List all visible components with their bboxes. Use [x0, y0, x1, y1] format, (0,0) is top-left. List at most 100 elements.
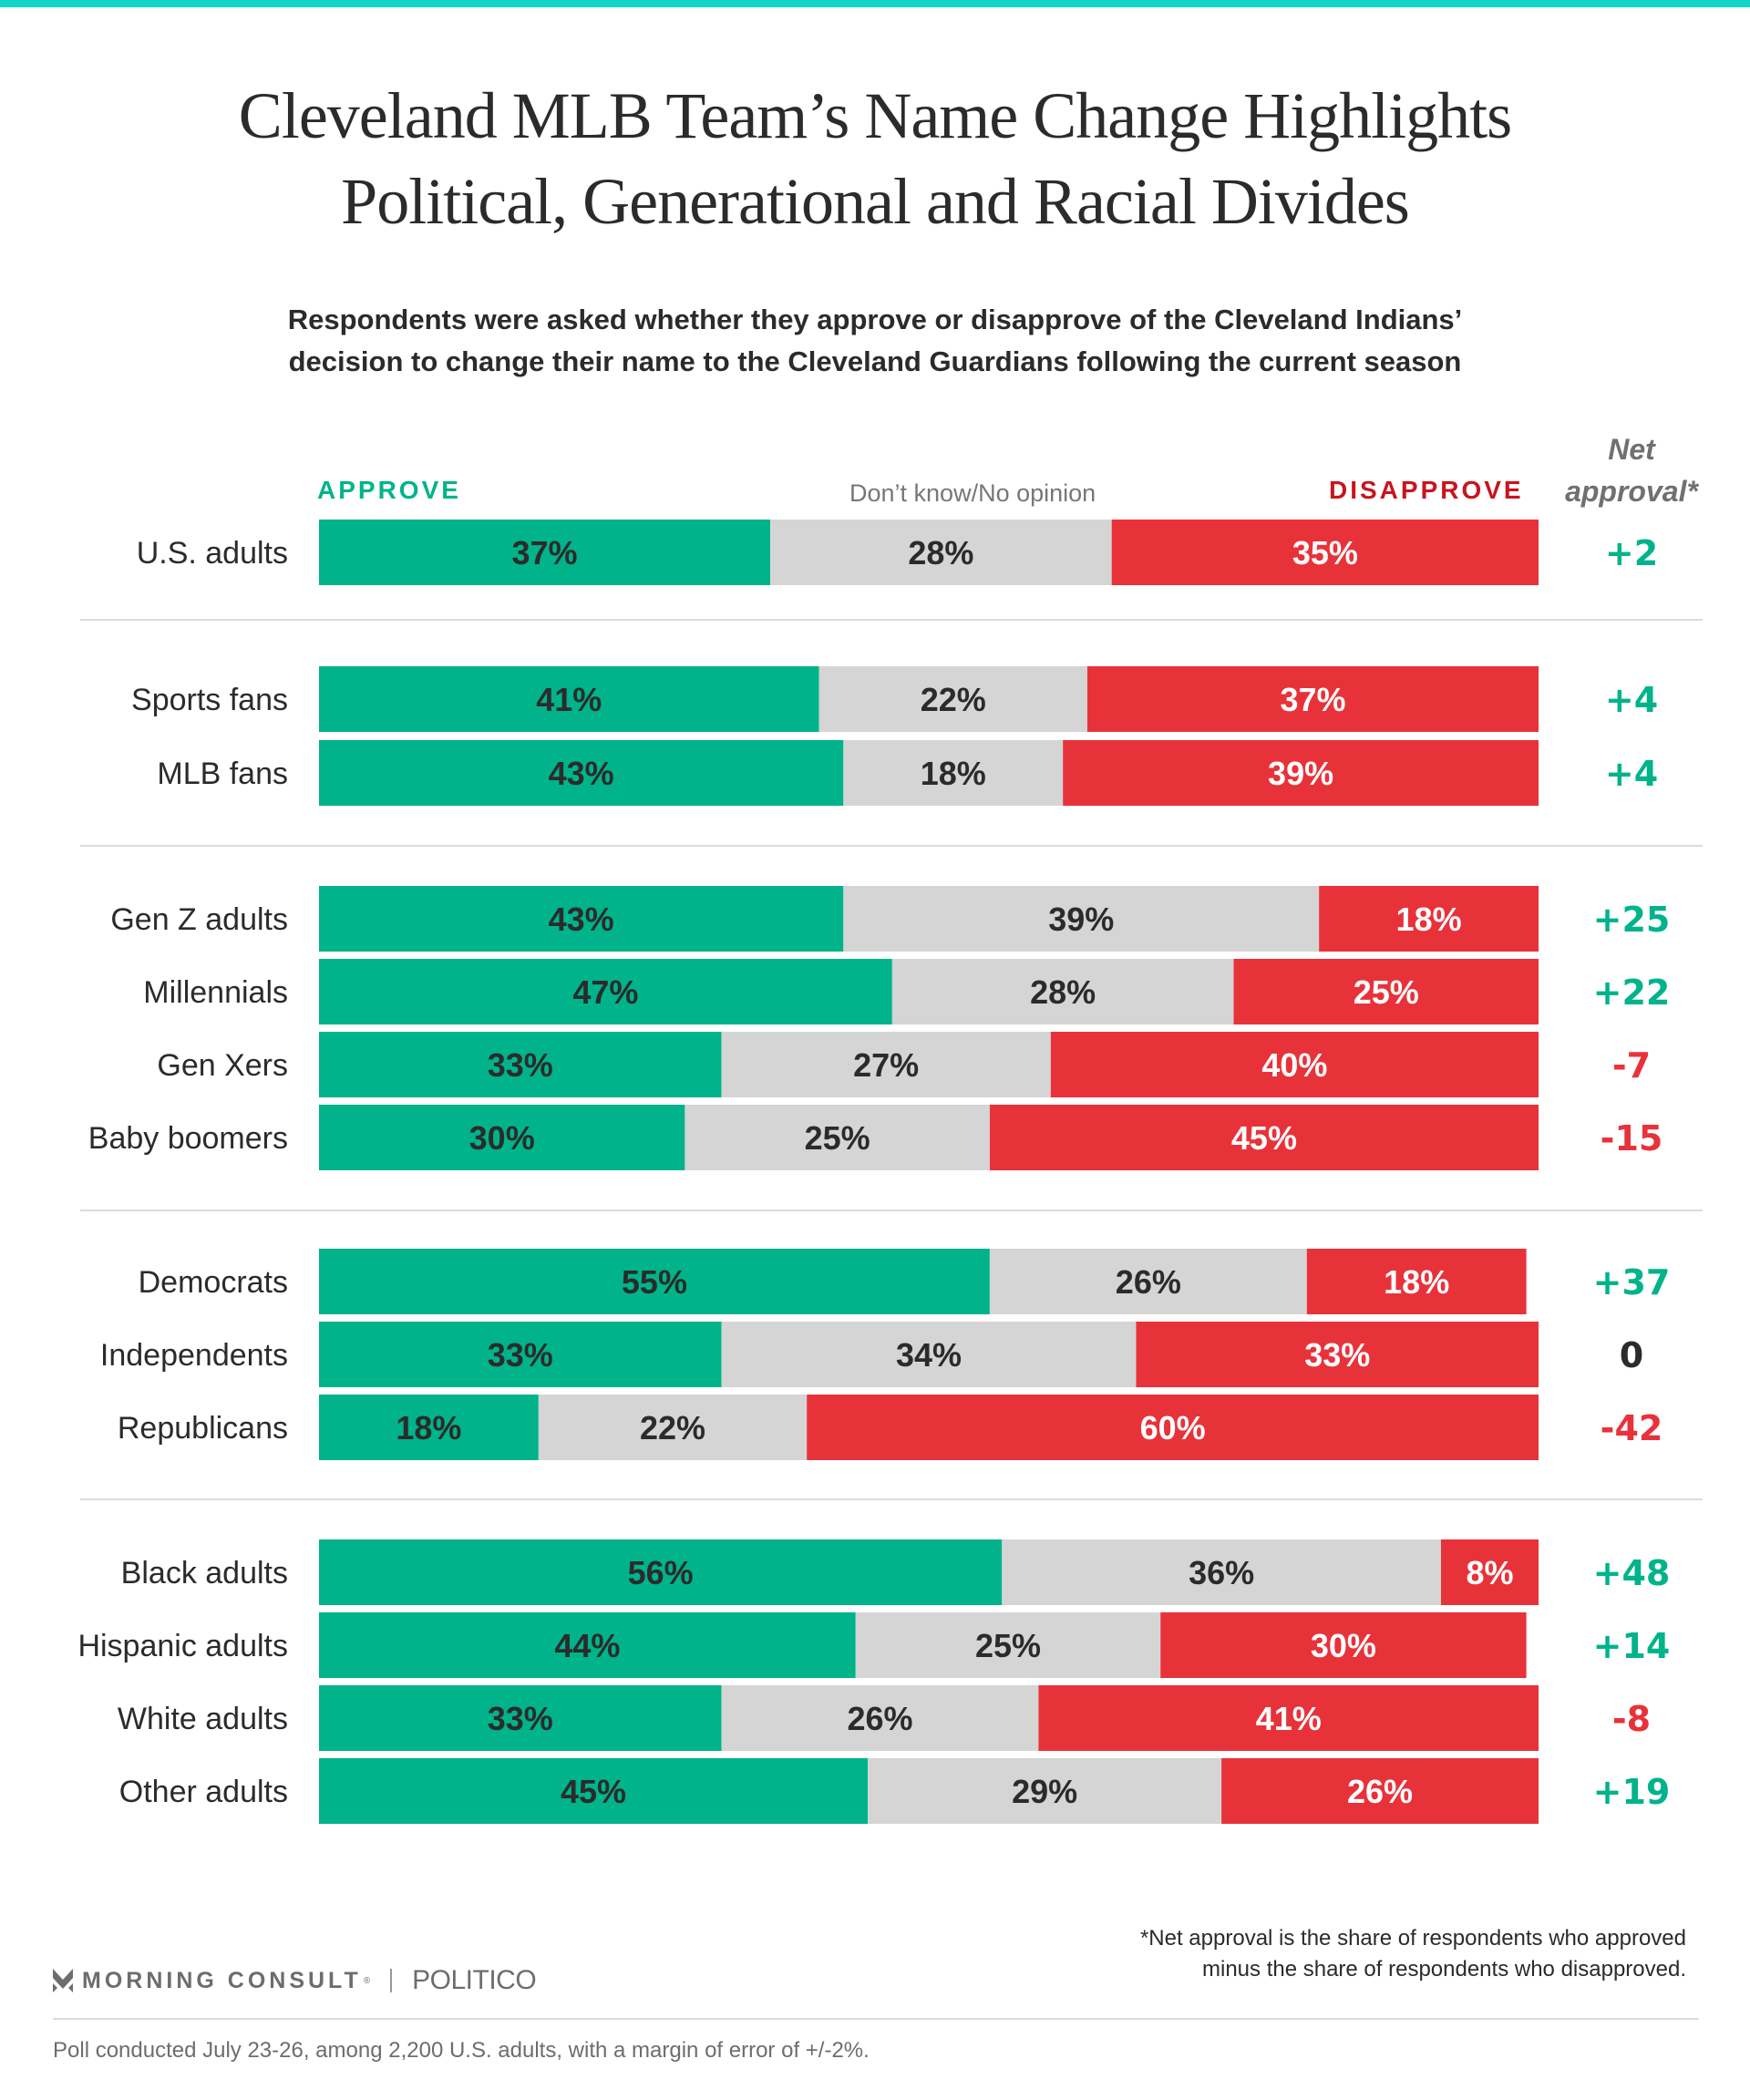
- bar-segment-dont-know: [721, 1322, 1137, 1387]
- data-label-approve: 43%: [549, 901, 614, 938]
- bar-segment-approve: [319, 1322, 722, 1387]
- footnote-line-2: minus the share of respondents who disap…: [1202, 1957, 1686, 1982]
- data-label-approve: 43%: [549, 755, 614, 792]
- bar-segment-disapprove: [1233, 959, 1539, 1024]
- bar-segment-disapprove: [1111, 520, 1539, 585]
- legend-disapprove: DISAPPROVE: [1329, 476, 1524, 504]
- bar-segment-dont-know: [818, 666, 1087, 732]
- publisher-logos: MORNING CONSULT ® POLITICO: [53, 1965, 537, 1996]
- net-approval-value: -7: [1612, 1045, 1651, 1086]
- subtitle-line-1: Respondents were asked whether they appr…: [287, 304, 1463, 335]
- row-label: U.S. adults: [137, 536, 288, 571]
- bar-segment-dont-know: [1002, 1539, 1441, 1605]
- bar-segment-dont-know: [685, 1105, 990, 1170]
- bar-segment-disapprove: [1136, 1322, 1539, 1387]
- data-label-dont-know: 34%: [896, 1336, 962, 1374]
- top-accent-bar: [0, 0, 1750, 7]
- data-label-approve: 44%: [554, 1627, 620, 1664]
- data-label-dont-know: 25%: [805, 1119, 870, 1157]
- bar-segment-dont-know: [855, 1612, 1161, 1678]
- data-label-disapprove: 18%: [1384, 1263, 1449, 1301]
- bar-segment-approve: [319, 740, 844, 806]
- net-approval-header: Net approval*: [1549, 428, 1714, 512]
- data-label-disapprove: 25%: [1354, 973, 1419, 1011]
- data-label-disapprove: 39%: [1268, 755, 1333, 792]
- row-label: Millennials: [143, 975, 288, 1010]
- data-label-dont-know: 26%: [1116, 1263, 1181, 1301]
- data-label-dont-know: 18%: [921, 755, 986, 792]
- row-label: MLB fans: [157, 757, 288, 791]
- bar-segment-approve: [319, 1032, 722, 1097]
- bar-segment-approve: [319, 666, 819, 732]
- net-header-line-2: approval*: [1565, 475, 1698, 508]
- bar-segment-approve: [319, 1395, 539, 1460]
- bar-segment-approve: [319, 1105, 685, 1170]
- data-label-dont-know: 26%: [847, 1700, 912, 1737]
- bar-row: MLB fans 43% 18% 39% +4: [157, 740, 1658, 806]
- bar-segment-approve: [319, 886, 844, 952]
- row-label: Democrats: [139, 1265, 288, 1300]
- bar-segment-disapprove: [807, 1395, 1539, 1460]
- bar-segment-disapprove: [1306, 1249, 1527, 1314]
- data-label-dont-know: 28%: [908, 534, 973, 571]
- bar-segment-dont-know: [989, 1249, 1307, 1314]
- chart-title: Cleveland MLB Team’s Name Change Highlig…: [0, 73, 1750, 244]
- bar-segment-dont-know: [843, 740, 1064, 806]
- net-header-line-1: Net: [1608, 433, 1655, 466]
- row-label: Independents: [100, 1338, 288, 1373]
- row-label: Other adults: [119, 1775, 288, 1809]
- data-label-approve: 41%: [536, 681, 602, 718]
- data-label-disapprove: 30%: [1311, 1627, 1376, 1664]
- bar-row: Republicans 18% 22% 60% -42: [118, 1395, 1662, 1460]
- data-label-dont-know: 29%: [1012, 1773, 1077, 1810]
- net-approval-value: -42: [1601, 1408, 1663, 1448]
- net-approval-value: +4: [1605, 754, 1658, 794]
- data-label-disapprove: 8%: [1466, 1554, 1513, 1591]
- bar-segment-approve: [319, 959, 892, 1024]
- footer-divider: [53, 2018, 1699, 2020]
- data-label-disapprove: 37%: [1280, 681, 1345, 718]
- bar-segment-disapprove: [989, 1105, 1539, 1170]
- row-label: Sports fans: [131, 683, 288, 717]
- data-label-dont-know: 36%: [1189, 1554, 1254, 1591]
- legend-dont-know: Don’t know/No opinion: [849, 479, 1096, 507]
- bar-row: Sports fans 41% 22% 37% +4: [131, 666, 1658, 732]
- bar-segment-dont-know: [891, 959, 1234, 1024]
- data-label-disapprove: 33%: [1304, 1336, 1370, 1374]
- row-label: Baby boomers: [88, 1121, 288, 1156]
- politico-wordmark: POLITICO: [412, 1965, 537, 1995]
- bar-segment-approve: [319, 1539, 1003, 1605]
- bar-segment-approve: [319, 1685, 722, 1751]
- bar-segment-dont-know: [721, 1032, 1051, 1097]
- row-label: Black adults: [121, 1556, 288, 1590]
- data-label-disapprove: 40%: [1261, 1046, 1327, 1084]
- bar-segment-disapprove: [1063, 740, 1539, 806]
- data-label-approve: 30%: [469, 1119, 535, 1157]
- data-label-approve: 33%: [488, 1046, 553, 1084]
- data-label-disapprove: 41%: [1256, 1700, 1322, 1737]
- data-label-dont-know: 27%: [853, 1046, 919, 1084]
- net-approval-footnote: *Net approval is the share of respondent…: [993, 1923, 1686, 1985]
- net-approval-value: +14: [1593, 1626, 1671, 1666]
- data-label-dont-know: 28%: [1030, 973, 1096, 1011]
- data-label-approve: 55%: [622, 1263, 687, 1301]
- bar-row: Millennials 47% 28% 25% +22: [143, 959, 1670, 1024]
- net-approval-value: -15: [1601, 1118, 1663, 1158]
- bar-row: Gen Z adults 43% 39% 18% +25: [110, 886, 1670, 952]
- bar-segment-disapprove: [1160, 1612, 1527, 1678]
- bar-segment-approve: [319, 1612, 856, 1678]
- bar-row: Black adults 56% 36% 8% +48: [121, 1539, 1671, 1605]
- data-label-approve: 47%: [572, 973, 638, 1011]
- net-approval-value: +48: [1593, 1553, 1671, 1593]
- data-label-approve: 37%: [511, 534, 577, 571]
- bar-segment-approve: [319, 520, 771, 585]
- bar-row: Baby boomers 30% 25% 45% -15: [88, 1105, 1663, 1170]
- bar-segment-dont-know: [721, 1685, 1039, 1751]
- bar-segment-dont-know: [770, 520, 1112, 585]
- bar-row: Gen Xers 33% 27% 40% -7: [157, 1032, 1651, 1097]
- bar-segment-disapprove: [1319, 886, 1539, 952]
- bar-row: U.S. adults 37% 28% 35% +2: [137, 520, 1658, 585]
- poll-methodology-note: Poll conducted July 23-26, among 2,200 U…: [53, 2038, 870, 2063]
- row-label: Gen Xers: [157, 1048, 288, 1083]
